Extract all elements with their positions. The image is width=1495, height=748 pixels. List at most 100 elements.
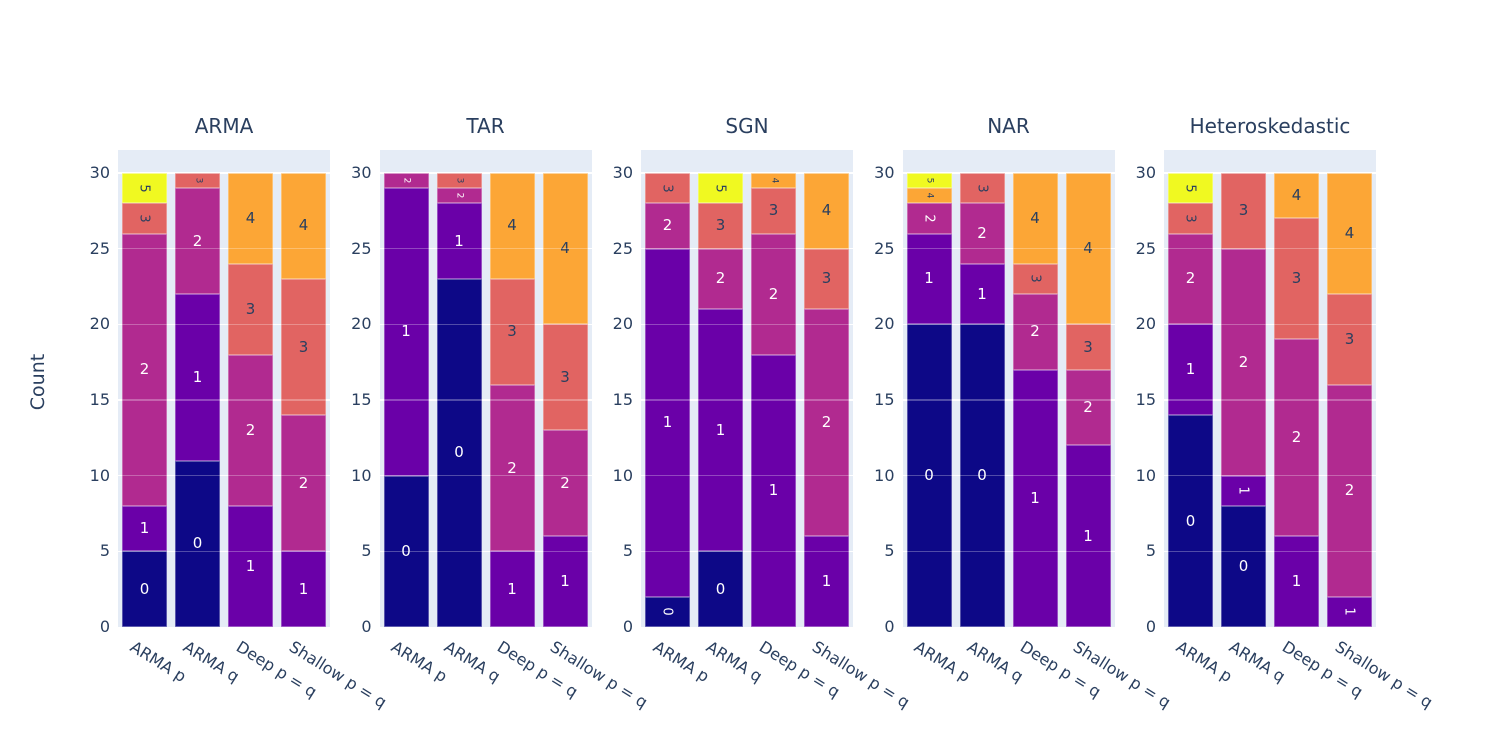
y-tick-label: 15 — [89, 390, 110, 409]
bar-segment-order-0: 0 — [122, 551, 167, 627]
y-tick-label: 20 — [874, 314, 895, 334]
segment-label: 5 — [1183, 183, 1198, 193]
segment-label: 1 — [924, 269, 934, 288]
bar-segment-order-0: 0 — [1221, 505, 1266, 627]
gridline-overlay — [1164, 550, 1376, 553]
y-tick-label: 25 — [612, 238, 633, 258]
segment-label: 2 — [662, 216, 673, 235]
gridline-overlay — [641, 323, 853, 326]
segment-label: 2 — [298, 473, 309, 492]
bar-segment-order-2: 2 — [228, 354, 273, 506]
bar-segment-order-4: 4 — [542, 173, 588, 325]
bar-segment-order-2: 2 — [436, 188, 482, 204]
gridline-overlay — [902, 172, 1115, 174]
bar-segment-order-4: 4 — [281, 173, 326, 279]
segment-label: 4 — [1083, 239, 1093, 258]
bar-segment-order-1: 1 — [751, 354, 796, 627]
segment-label: 2 — [977, 224, 987, 243]
gridline — [1164, 247, 1376, 250]
gridline-overlay — [1164, 172, 1376, 174]
y-tick-label: 15 — [874, 390, 895, 409]
bar-arma-q: 0 1 2 3 — [959, 150, 1005, 627]
segment-label: 1 — [560, 572, 570, 591]
bar-segment-order-4: 4 — [1012, 173, 1058, 264]
gridline-overlay — [118, 172, 330, 174]
segment-label: 1 — [401, 322, 411, 341]
segment-label: 0 — [192, 534, 203, 553]
subplot-title: ARMA — [194, 114, 254, 138]
bar-arma-q: 0 1 2 3 — [436, 150, 482, 627]
segment-label: 1 — [977, 284, 987, 303]
bar-segment-order-2: 2 — [175, 188, 220, 295]
gridline-overlay — [902, 550, 1115, 553]
bar-segment-order-3: 3 — [436, 173, 482, 189]
x-tick-label: ARMA p — [126, 637, 190, 687]
bar-segment-order-4: 4 — [751, 173, 796, 189]
bar-segment-order-5: 5 — [906, 173, 952, 189]
gridline — [118, 399, 330, 401]
segment-label: 1 — [192, 367, 203, 386]
gridline-overlay — [641, 172, 853, 174]
segment-label: 3 — [1083, 337, 1093, 356]
gridline — [1164, 474, 1376, 477]
gridline-overlay — [641, 399, 853, 401]
y-tick-label: 15 — [351, 390, 372, 409]
bar-segment-order-3: 3 — [1274, 218, 1319, 340]
y-tick-label: 20 — [89, 314, 110, 334]
gridline-overlay — [1164, 247, 1376, 250]
bar-shallow-p-q: 1 2 3 4 — [1065, 150, 1111, 627]
bar-segment-order-2: 2 — [1012, 294, 1058, 370]
bar-segment-order-2: 2 — [751, 233, 796, 355]
bar-segment-order-0: 0 — [959, 324, 1005, 627]
segment-label: 1 — [768, 481, 779, 500]
bar-segment-order-2: 2 — [1168, 233, 1213, 325]
gridline-overlay — [902, 323, 1115, 326]
gridline-overlay — [118, 550, 330, 553]
gridline — [379, 550, 592, 553]
x-tick-label: ARMA p — [649, 637, 713, 687]
bar-shallow-p-q: 1 2 3 4 — [1327, 150, 1372, 627]
gridline — [641, 474, 853, 477]
segment-label: 0 — [1238, 556, 1249, 575]
bar-segment-order-3: 3 — [122, 203, 167, 234]
gridline — [902, 550, 1115, 553]
bar-segment-order-1: 1 — [959, 263, 1005, 325]
bar-segment-order-3: 3 — [698, 203, 743, 249]
bar-segment-order-1: 1 — [1065, 445, 1111, 627]
bar-segment-order-0: 0 — [906, 324, 952, 627]
segment-label: 0 — [660, 607, 675, 616]
bar-segment-order-4: 4 — [1065, 173, 1111, 325]
gridline — [902, 172, 1115, 174]
gridline — [902, 247, 1115, 250]
segment-label: 4 — [1291, 186, 1302, 205]
gridline-overlay — [118, 474, 330, 477]
segment-label: 1 — [507, 579, 517, 598]
y-tick-label: 10 — [1135, 465, 1156, 485]
y-tick-label: 30 — [89, 163, 110, 182]
bar-arma-q: 0 1 2 3 5 — [698, 150, 743, 627]
y-tick-label: 5 — [622, 541, 633, 561]
segment-label: 3 — [560, 367, 570, 386]
bar-segment-order-5: 5 — [122, 173, 167, 204]
gridline — [1164, 550, 1376, 553]
gridline — [118, 247, 330, 250]
subplot-title: SGN — [725, 114, 769, 138]
x-tick-label: ARMA q — [179, 637, 243, 687]
bar-segment-order-0: 0 — [645, 596, 690, 627]
bar-arma-p: 0 1 2 4 5 — [906, 150, 952, 627]
gridline — [118, 474, 330, 477]
bar-segment-order-3: 3 — [804, 248, 849, 310]
bar-segment-order-3: 3 — [1065, 324, 1111, 370]
bar-segment-order-2: 2 — [383, 173, 429, 189]
segment-label: 1 — [298, 579, 309, 598]
segment-label: 2 — [560, 473, 570, 492]
segment-label: 0 — [977, 466, 987, 485]
segment-label: 1 — [715, 420, 726, 439]
bar-segment-order-3: 3 — [1012, 263, 1058, 295]
bar-segment-order-3: 3 — [542, 324, 588, 431]
gridline-overlay — [118, 323, 330, 326]
segment-label: 2 — [1344, 481, 1355, 500]
bar-segment-order-1: 1 — [489, 551, 535, 627]
segment-label: 2 — [139, 360, 150, 379]
